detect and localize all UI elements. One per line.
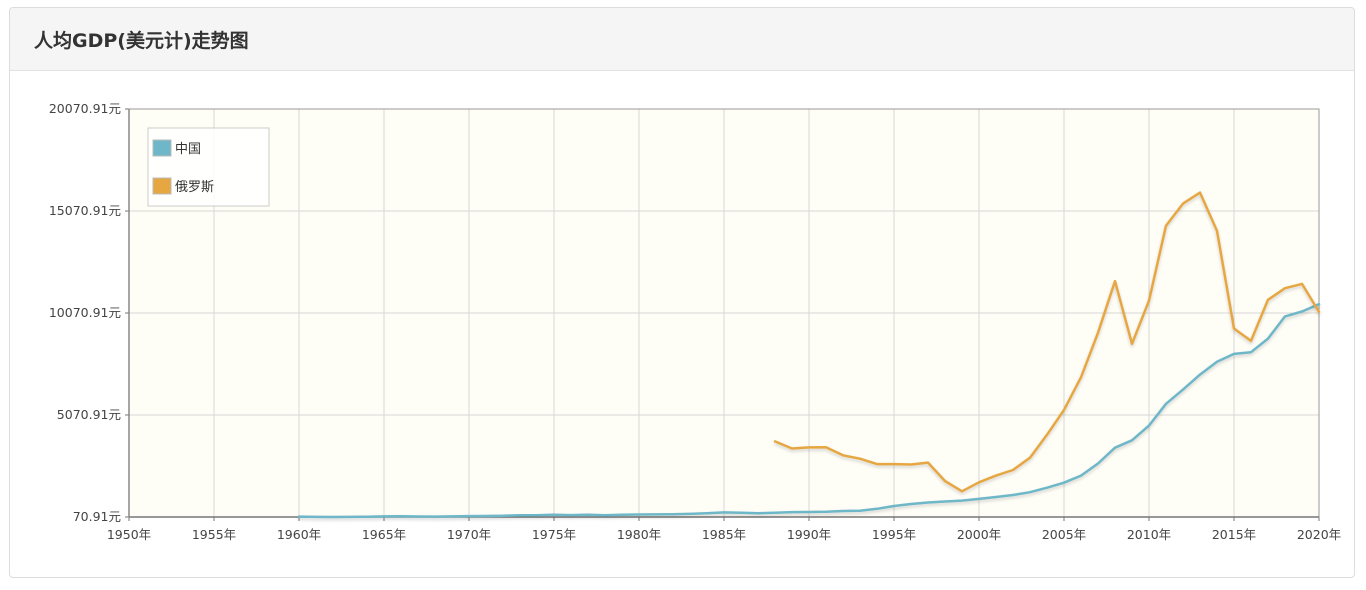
y-tick-label: 20070.91元	[49, 101, 121, 116]
page-title: 人均GDP(美元计)走势图	[34, 29, 249, 52]
x-tick-label: 1975年	[532, 527, 576, 542]
x-tick-label: 2020年	[1297, 527, 1341, 542]
x-tick-label: 1985年	[702, 527, 746, 542]
x-tick-label: 1970年	[447, 527, 491, 542]
x-tick-label: 1955年	[192, 527, 236, 542]
panel-header: 人均GDP(美元计)走势图	[10, 8, 1354, 71]
y-tick-label: 70.91元	[73, 509, 121, 524]
y-tick-label: 15070.91元	[49, 203, 121, 218]
x-tick-label: 1965年	[362, 527, 406, 542]
y-tick-label: 10070.91元	[49, 305, 121, 320]
legend-swatch-russia	[152, 177, 172, 195]
x-tick-label: 1990年	[787, 527, 831, 542]
legend-swatch-china	[152, 139, 172, 157]
legend-label-russia: 俄罗斯	[175, 180, 214, 195]
x-tick-label: 1995年	[872, 527, 916, 542]
x-tick-label: 2015年	[1212, 527, 1256, 542]
y-tick-label: 5070.91元	[57, 407, 121, 422]
series-layer	[297, 191, 1321, 519]
series-line-russia	[773, 191, 1321, 493]
x-tick-label: 1950年	[107, 527, 151, 542]
x-tick-label: 2000年	[957, 527, 1001, 542]
x-tick-label: 1980年	[617, 527, 661, 542]
legend-label-china: 中国	[175, 142, 201, 157]
series-line-china	[297, 302, 1321, 519]
x-tick-label: 2005年	[1042, 527, 1086, 542]
x-tick-label: 2010年	[1127, 527, 1171, 542]
x-tick-label: 1960年	[277, 527, 321, 542]
